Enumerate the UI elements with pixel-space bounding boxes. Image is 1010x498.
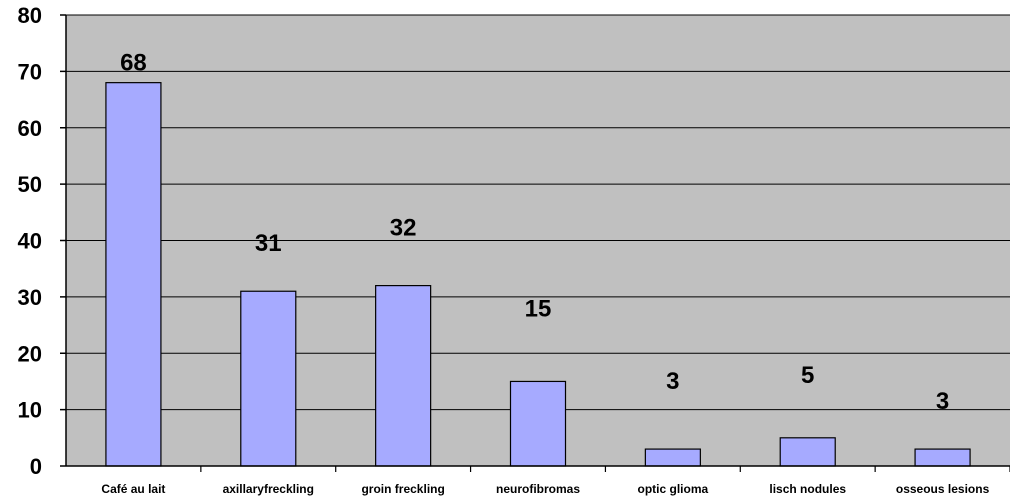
bar	[779, 437, 836, 467]
y-tick-label: 50	[18, 172, 42, 197]
bar	[375, 285, 432, 467]
y-tick-label: 0	[30, 454, 42, 479]
gridlines	[66, 14, 1010, 411]
x-tick-label: lisch nodules	[769, 482, 846, 496]
data-label: 32	[390, 215, 417, 242]
x-tick-labels: Café au lait axillaryfreckling groin freck…	[101, 466, 1010, 496]
y-tick-label: 70	[18, 59, 42, 84]
x-tick-label: neurofibromas	[496, 482, 580, 496]
bar	[509, 380, 567, 467]
data-label: 3	[666, 368, 679, 395]
data-label: 31	[255, 230, 282, 257]
y-tick-label: 10	[18, 398, 42, 423]
data-labels: 68 31 32 15 3 5 3	[120, 50, 949, 415]
bar	[914, 448, 971, 467]
y-tick-labels: 0 10 20 30 40 50 60 70 80	[18, 3, 66, 479]
bar	[240, 290, 297, 467]
x-tick-label: optic glioma	[638, 482, 709, 496]
data-label: 15	[525, 295, 552, 322]
data-label: 5	[801, 362, 814, 389]
y-tick-label: 20	[18, 341, 42, 366]
y-tick-label: 30	[18, 285, 42, 310]
bars	[105, 82, 971, 467]
y-tick-label: 60	[18, 116, 42, 141]
bar	[105, 82, 162, 467]
x-tick-label: groin freckling	[361, 482, 444, 496]
y-tick-label: 40	[18, 229, 42, 254]
x-tick-label: axillaryfreckling	[223, 482, 314, 496]
x-tick-label: osseous lesions	[896, 482, 990, 496]
y-tick-label: 80	[18, 3, 42, 28]
data-label: 68	[120, 50, 147, 77]
bar	[644, 448, 701, 467]
data-label: 3	[936, 388, 949, 415]
x-tick-label: Café au lait	[101, 482, 165, 496]
